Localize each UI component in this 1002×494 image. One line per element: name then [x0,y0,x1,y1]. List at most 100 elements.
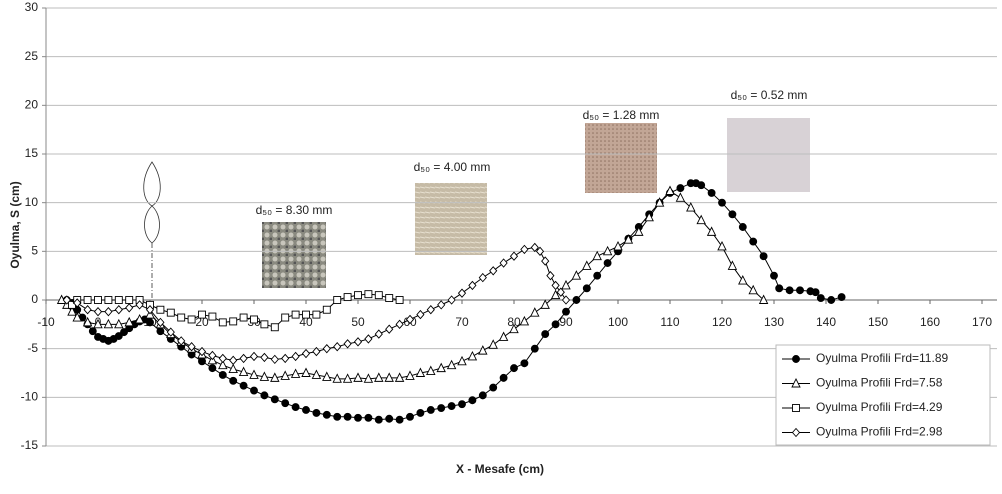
point [488,339,498,349]
point [249,369,259,379]
point [498,331,509,341]
point [238,366,249,376]
point [120,328,128,337]
point [509,251,519,261]
point [208,364,217,373]
point [395,415,404,424]
sample-photo [727,118,810,192]
point [343,339,352,349]
point [478,391,487,400]
point [333,412,342,421]
point [83,305,92,315]
annotation: d₅₀ = 4.00 mm [414,160,491,174]
point [145,305,155,315]
point [546,270,555,281]
y-tick-label: 20 [25,98,39,112]
point [249,351,259,362]
point [104,306,113,317]
y-axis-title: Oyulma, S (cm) [8,181,22,268]
annotation: d₅₀ = 0.52 mm [731,88,808,102]
x-tick-label: 70 [455,315,469,329]
x-tick-label: 110 [660,315,679,329]
sample-photo [585,123,657,193]
point [437,404,446,412]
point [260,391,269,400]
point [697,181,706,190]
point [218,370,227,379]
point [198,357,206,366]
point [93,318,103,329]
series [62,242,571,366]
x-axis-title: X - Mesafe (cm) [456,462,544,476]
point [290,368,301,378]
point [354,413,362,422]
point [509,323,519,334]
point [260,352,269,363]
point [281,313,290,322]
point [785,286,794,295]
point [374,415,383,424]
point [229,355,238,366]
y-tick-label: 15 [25,146,39,160]
point [540,299,550,309]
point [312,346,321,357]
point [395,319,404,330]
x-tick-label: 50 [351,315,365,329]
x-tick-label: 40 [299,315,313,329]
point [322,410,331,419]
point [775,284,784,293]
point [468,396,477,405]
point [395,296,404,304]
point [551,320,560,329]
point [312,310,321,319]
point [177,336,186,346]
point [582,260,592,270]
point [114,296,123,304]
point [416,309,425,320]
y-tick-label: -15 [21,438,39,452]
point [333,342,342,352]
point [827,296,836,304]
point [447,402,456,411]
point [260,320,269,329]
point [415,367,426,377]
point [280,370,290,380]
point [426,305,435,315]
point [405,314,415,325]
point [467,350,478,361]
point [208,350,217,361]
y-tick-label: 30 [25,0,39,14]
point [239,381,248,390]
point [561,295,571,305]
point [385,294,394,303]
point [228,363,238,374]
point [229,317,238,326]
point [520,244,529,255]
point [270,395,279,404]
point [447,295,456,305]
series-line [66,246,567,361]
point [727,260,738,270]
y-tick-label: -5 [27,341,38,355]
legend-label: Oyulma Profili Frd=7.58 [816,376,943,390]
point [67,306,77,316]
point [749,237,758,246]
point [541,330,550,339]
x-tick-label: 160 [920,315,940,329]
x-tick-label: 150 [868,315,888,329]
point [602,245,613,256]
point [816,294,825,303]
point [166,327,175,337]
point [519,315,530,326]
point [728,210,737,219]
point [343,293,352,302]
series [56,185,769,383]
point [676,184,685,193]
point [322,371,332,381]
point [156,317,165,328]
point [458,400,466,409]
sample-photo [415,183,487,255]
point [791,377,801,388]
point [302,406,310,414]
